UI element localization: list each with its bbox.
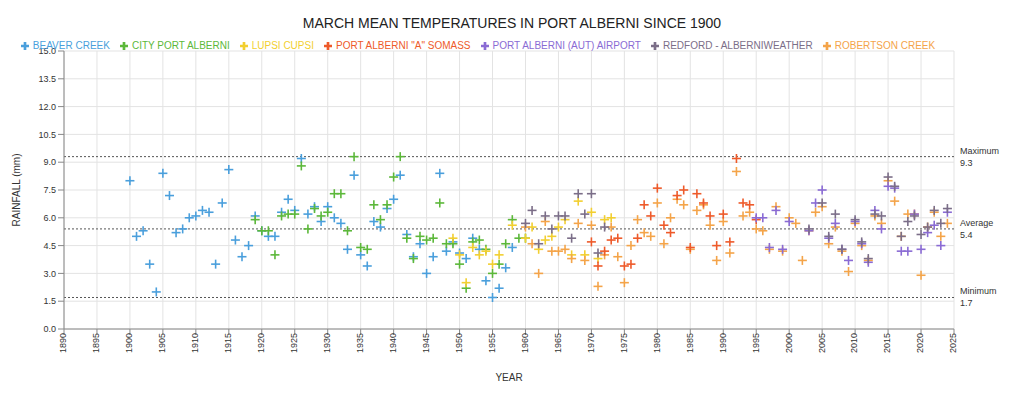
- svg-text:4.5: 4.5: [43, 241, 56, 251]
- svg-text:1900: 1900: [124, 333, 134, 353]
- svg-text:2000: 2000: [784, 333, 794, 353]
- svg-text:9.0: 9.0: [43, 157, 56, 167]
- svg-text:1965: 1965: [553, 333, 563, 353]
- svg-text:10.5: 10.5: [38, 130, 56, 140]
- svg-text:1970: 1970: [586, 333, 596, 353]
- svg-text:Maximum9.3: Maximum9.3: [960, 146, 999, 168]
- svg-text:1905: 1905: [157, 333, 167, 353]
- svg-text:1.5: 1.5: [43, 296, 56, 306]
- svg-text:2025: 2025: [948, 333, 958, 353]
- svg-text:Minimum1.7: Minimum1.7: [960, 286, 997, 308]
- svg-text:1980: 1980: [652, 333, 662, 353]
- svg-text:1920: 1920: [256, 333, 266, 353]
- svg-text:3.0: 3.0: [43, 269, 56, 279]
- svg-text:1930: 1930: [322, 333, 332, 353]
- svg-text:1985: 1985: [685, 333, 695, 353]
- svg-text:YEAR: YEAR: [495, 372, 522, 383]
- svg-text:RAINFALL (mm): RAINFALL (mm): [11, 154, 22, 227]
- svg-text:1890: 1890: [58, 333, 68, 353]
- svg-text:7.5: 7.5: [43, 185, 56, 195]
- svg-text:1975: 1975: [619, 333, 629, 353]
- svg-text:2010: 2010: [850, 333, 860, 353]
- svg-text:2015: 2015: [882, 333, 892, 353]
- svg-text:Average5.4: Average5.4: [960, 218, 993, 240]
- svg-text:6.0: 6.0: [43, 213, 56, 223]
- svg-text:0.0: 0.0: [43, 324, 56, 334]
- svg-text:1955: 1955: [487, 333, 497, 353]
- svg-text:1895: 1895: [91, 333, 101, 353]
- svg-text:1940: 1940: [388, 333, 398, 353]
- svg-text:2005: 2005: [817, 333, 827, 353]
- svg-text:1950: 1950: [454, 333, 464, 353]
- svg-text:1995: 1995: [751, 333, 761, 353]
- svg-text:1935: 1935: [355, 333, 365, 353]
- svg-text:1990: 1990: [718, 333, 728, 353]
- svg-text:12.0: 12.0: [38, 102, 56, 112]
- svg-text:15.0: 15.0: [38, 46, 56, 56]
- svg-text:13.5: 13.5: [38, 74, 56, 84]
- svg-text:1910: 1910: [190, 333, 200, 353]
- svg-text:1960: 1960: [520, 333, 530, 353]
- svg-text:2020: 2020: [915, 333, 925, 353]
- svg-text:1915: 1915: [223, 333, 233, 353]
- svg-text:1945: 1945: [421, 333, 431, 353]
- svg-text:1925: 1925: [289, 333, 299, 353]
